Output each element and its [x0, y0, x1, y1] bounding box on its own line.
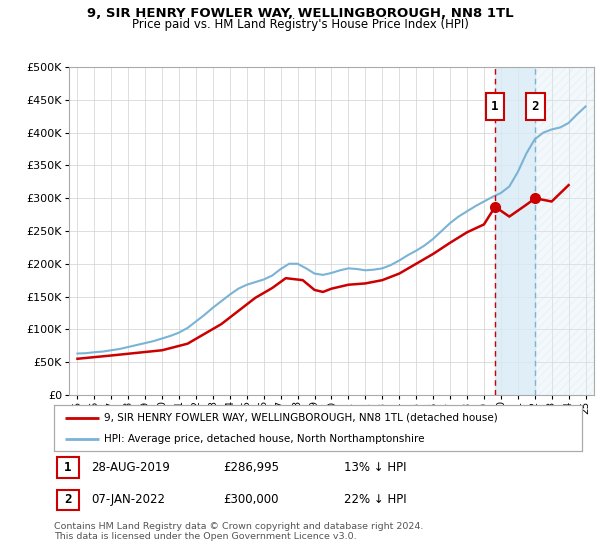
Text: Price paid vs. HM Land Registry's House Price Index (HPI): Price paid vs. HM Land Registry's House … — [131, 18, 469, 31]
FancyBboxPatch shape — [56, 489, 79, 510]
Text: 1: 1 — [64, 461, 71, 474]
Text: 9, SIR HENRY FOWLER WAY, WELLINGBOROUGH, NN8 1TL (detached house): 9, SIR HENRY FOWLER WAY, WELLINGBOROUGH,… — [104, 413, 498, 423]
Bar — [535, 67, 594, 395]
Text: 1: 1 — [491, 100, 499, 113]
Text: 28-AUG-2019: 28-AUG-2019 — [91, 461, 170, 474]
Text: 07-JAN-2022: 07-JAN-2022 — [91, 493, 165, 506]
FancyBboxPatch shape — [526, 94, 545, 120]
Text: Contains HM Land Registry data © Crown copyright and database right 2024.
This d: Contains HM Land Registry data © Crown c… — [54, 522, 424, 542]
FancyBboxPatch shape — [486, 94, 505, 120]
Text: 22% ↓ HPI: 22% ↓ HPI — [344, 493, 407, 506]
Text: 2: 2 — [532, 100, 539, 113]
Text: £300,000: £300,000 — [223, 493, 278, 506]
Text: 9, SIR HENRY FOWLER WAY, WELLINGBOROUGH, NN8 1TL: 9, SIR HENRY FOWLER WAY, WELLINGBOROUGH,… — [86, 7, 514, 20]
Text: 2: 2 — [64, 493, 71, 506]
Text: HPI: Average price, detached house, North Northamptonshire: HPI: Average price, detached house, Nort… — [104, 435, 425, 444]
FancyBboxPatch shape — [56, 458, 79, 478]
Bar — [495, 67, 535, 395]
Text: 13% ↓ HPI: 13% ↓ HPI — [344, 461, 407, 474]
Text: £286,995: £286,995 — [223, 461, 279, 474]
